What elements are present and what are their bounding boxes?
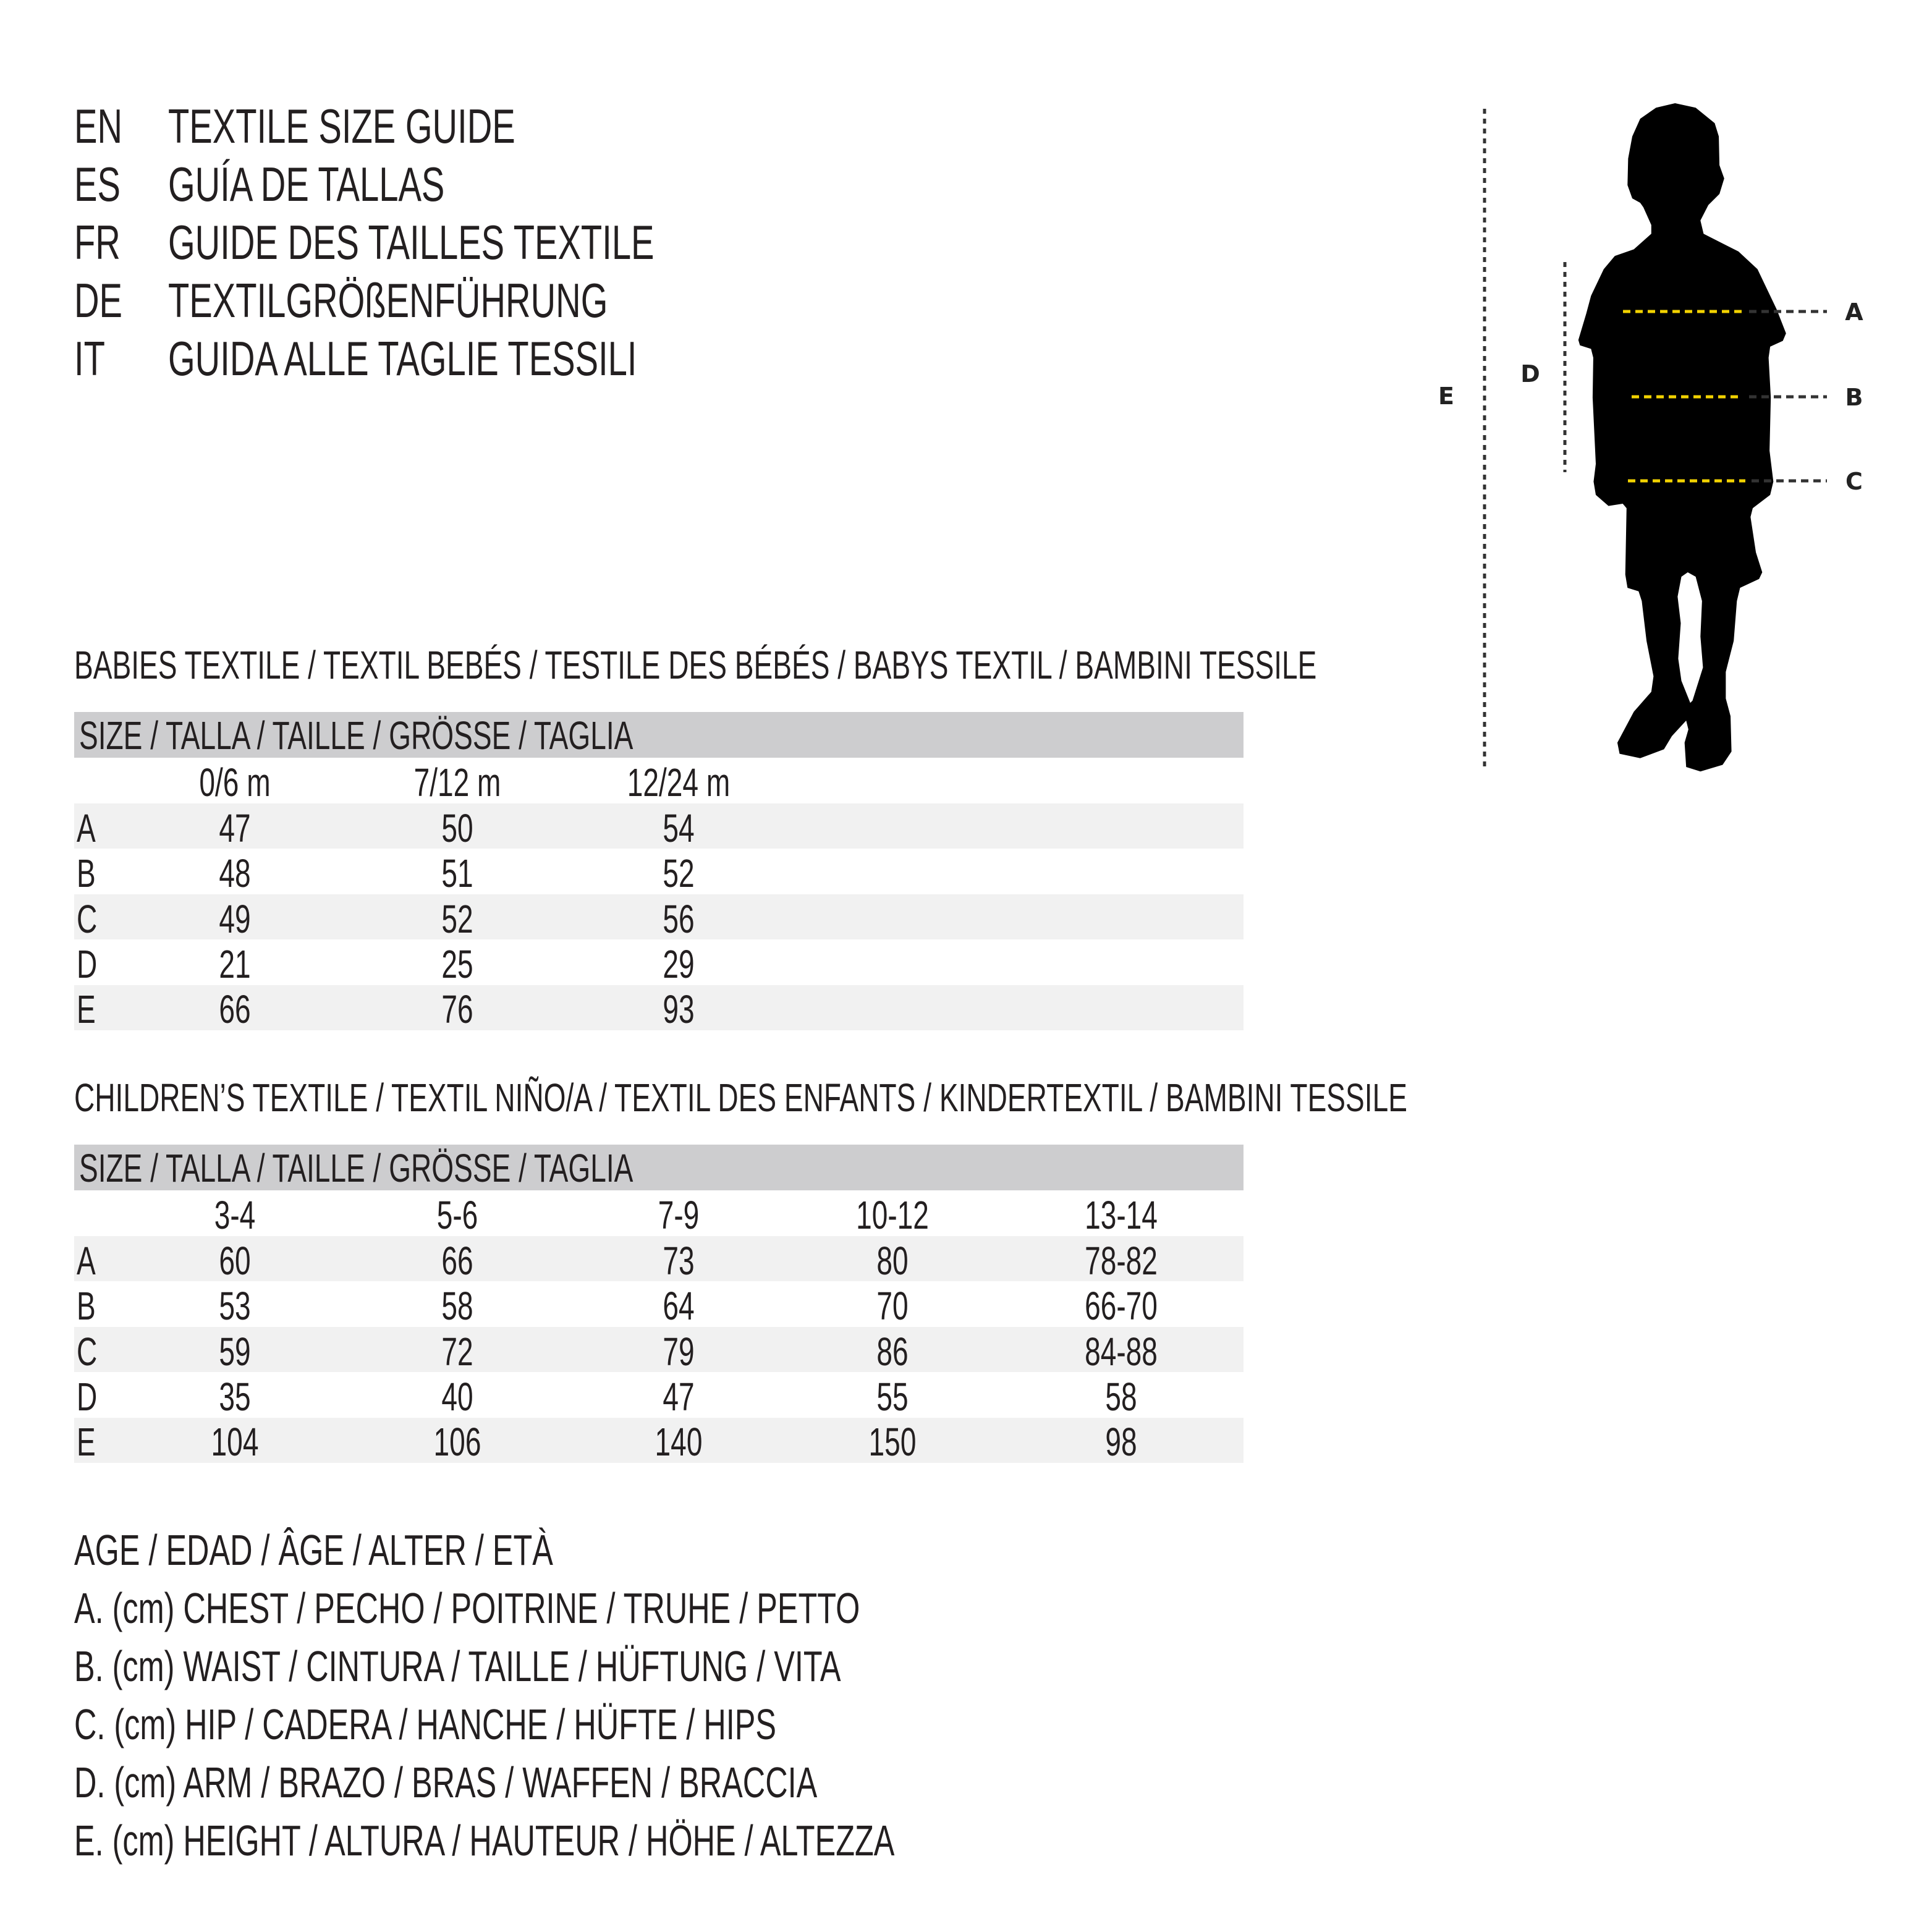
column-header: 12/24 m [627, 760, 731, 805]
table-cell: 98 [1105, 1420, 1137, 1465]
table-cell: 66-70 [1085, 1284, 1158, 1329]
table-cell: 58 [1105, 1374, 1137, 1419]
table-cell: 64 [663, 1284, 695, 1329]
table-cell: 84-88 [1085, 1329, 1158, 1374]
table-cell: 70 [876, 1284, 909, 1329]
guide-title: GUIDA ALLE TAGLIE TESSILI [168, 331, 637, 386]
table-cell: 55 [876, 1374, 909, 1419]
size-header-bar [74, 712, 1244, 758]
row-label: E [77, 1420, 96, 1465]
column-header: 10-12 [856, 1193, 929, 1237]
table-cell: 53 [219, 1284, 251, 1329]
row-label: D [77, 1374, 98, 1419]
measurement-legend-item: D. (cm) ARM / BRAZO / BRAS / WAFFEN / BR… [74, 1758, 818, 1807]
children-section-title: CHILDREN’S TEXTILE / TEXTIL NIÑO/A / TEX… [74, 1075, 1407, 1120]
measurement-legend-item: A. (cm) CHEST / PECHO / POITRINE / TRUHE… [74, 1584, 860, 1632]
language-code: FR [74, 215, 121, 269]
age-legend: AGE / EDAD / ÂGE / ALTER / ETÀ [74, 1526, 553, 1574]
table-cell: 54 [663, 805, 695, 850]
table-cell: 59 [219, 1329, 251, 1374]
table-cell: 80 [876, 1238, 909, 1283]
table-cell: 72 [441, 1329, 473, 1374]
row-label: C [77, 896, 98, 941]
measurement-legend-item: B. (cm) WAIST / CINTURA / TAILLE / HÜFTU… [74, 1642, 841, 1690]
table-row [74, 1417, 1244, 1463]
child-silhouette-icon [1578, 103, 1786, 772]
column-header: 7/12 m [413, 760, 501, 805]
guide-title: TEXTILGRÖßENFÜHRUNG [168, 273, 608, 328]
table-cell: 56 [663, 896, 695, 941]
table-cell: 58 [441, 1284, 473, 1329]
row-label: C [77, 1329, 98, 1374]
table-row [74, 985, 1244, 1030]
label-d: D [1520, 360, 1540, 388]
table-cell: 29 [663, 941, 695, 986]
language-code: EN [74, 99, 123, 153]
column-header: 7-9 [658, 1193, 700, 1237]
table-row [74, 803, 1244, 849]
column-header: 5-6 [436, 1193, 478, 1237]
table-cell: 48 [219, 851, 251, 896]
table-cell: 73 [663, 1238, 695, 1283]
row-label: A [77, 1238, 96, 1283]
guide-title: GUIDE DES TAILLES TEXTILE [168, 215, 655, 269]
table-cell: 66 [219, 987, 251, 1032]
language-code: ES [74, 157, 121, 211]
guide-title: GUÍA DE TALLAS [168, 157, 445, 211]
guide-title: TEXTILE SIZE GUIDE [168, 99, 515, 153]
table-cell: 78-82 [1085, 1238, 1158, 1283]
babies-section-title: BABIES TEXTILE / TEXTIL BEBÉS / TESTILE … [74, 643, 1317, 687]
row-label: B [77, 851, 96, 896]
table-cell: 93 [663, 987, 695, 1032]
table-cell: 49 [219, 896, 251, 941]
table-cell: 52 [441, 896, 473, 941]
row-label: E [77, 987, 96, 1032]
measurement-legend-item: C. (cm) HIP / CADERA / HANCHE / HÜFTE / … [74, 1700, 777, 1748]
size-header: SIZE / TALLA / TAILLE / GRÖSSE / TAGLIA [79, 713, 633, 758]
label-a: A [1845, 299, 1863, 326]
table-cell: 60 [219, 1238, 251, 1283]
table-cell: 50 [441, 805, 473, 850]
table-cell: 47 [219, 805, 251, 850]
table-cell: 47 [663, 1374, 695, 1419]
measurement-legend-item: E. (cm) HEIGHT / ALTURA / HAUTEUR / HÖHE… [74, 1816, 895, 1865]
table-cell: 25 [441, 941, 473, 986]
table-cell: 104 [211, 1420, 259, 1465]
table-cell: 40 [441, 1374, 473, 1419]
table-cell: 21 [219, 941, 251, 986]
column-header: 0/6 m [199, 760, 271, 805]
table-cell: 86 [876, 1329, 909, 1374]
column-header: 13-14 [1085, 1193, 1158, 1237]
size-header: SIZE / TALLA / TAILLE / GRÖSSE / TAGLIA [79, 1146, 633, 1190]
table-row [74, 1236, 1244, 1282]
label-c: C [1845, 468, 1863, 495]
table-cell: 76 [441, 987, 473, 1032]
size-header-bar [74, 1145, 1244, 1190]
table-cell: 140 [655, 1420, 703, 1465]
label-b: B [1845, 384, 1863, 411]
language-code: DE [74, 273, 123, 328]
language-code: IT [74, 331, 105, 386]
column-header: 3-4 [214, 1193, 256, 1237]
label-e: E [1438, 383, 1454, 410]
table-cell: 66 [441, 1238, 473, 1283]
row-label: A [77, 805, 96, 850]
table-cell: 51 [441, 851, 473, 896]
row-label: D [77, 941, 98, 986]
table-row [74, 894, 1244, 940]
table-cell: 52 [663, 851, 695, 896]
table-cell: 106 [433, 1420, 481, 1465]
row-label: B [77, 1284, 96, 1329]
table-row [74, 1326, 1244, 1373]
table-cell: 150 [868, 1420, 917, 1465]
table-cell: 79 [663, 1329, 695, 1374]
table-cell: 35 [219, 1374, 251, 1419]
